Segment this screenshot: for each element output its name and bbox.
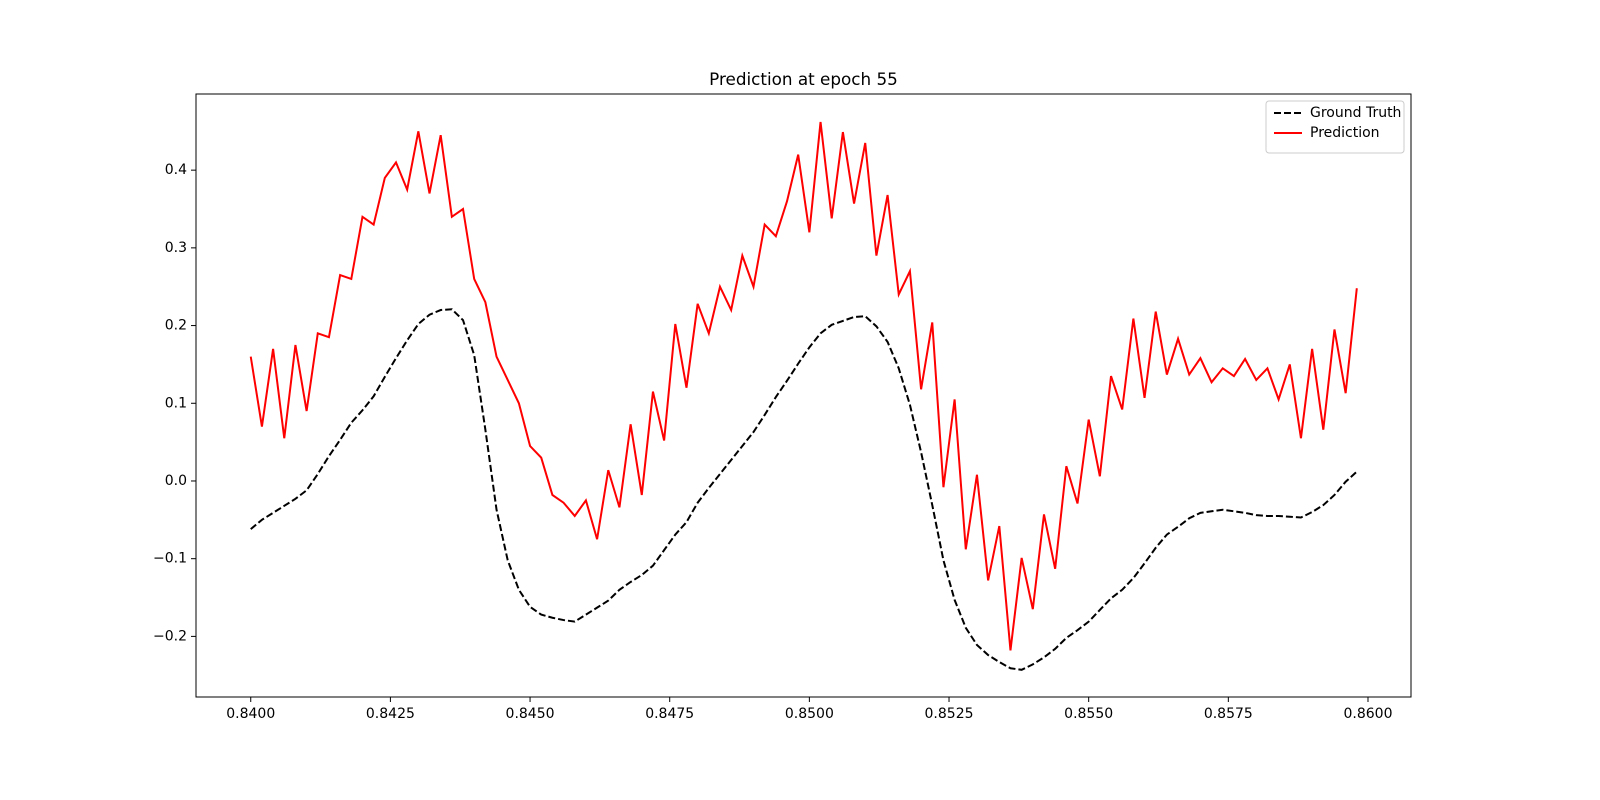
y-tick-label: 0.4 — [165, 162, 187, 178]
y-tick-label: −0.1 — [153, 551, 187, 567]
plot-frame — [195, 93, 1412, 698]
legend-label: Prediction — [1310, 125, 1380, 141]
y-tick-label: 0.2 — [165, 318, 187, 334]
y-tick-label: −0.2 — [153, 628, 187, 644]
x-tick-label: 0.8575 — [1204, 706, 1253, 722]
chart-title: Prediction at epoch 55 — [709, 69, 898, 89]
y-tick-label: 0.3 — [165, 240, 187, 256]
y-tick-label: 0.1 — [165, 395, 187, 411]
line-series — [249, 121, 1358, 651]
x-tick-label: 0.8475 — [645, 706, 694, 722]
legend-label: Ground Truth — [1310, 105, 1401, 121]
x-tick-label: 0.8525 — [925, 706, 974, 722]
x-tick-label: 0.8400 — [226, 706, 275, 722]
x-tick-label: 0.8550 — [1064, 706, 1113, 722]
line-series — [250, 308, 1358, 671]
legend: Ground Truth Prediction — [1265, 100, 1405, 154]
x-tick-label: 0.8500 — [785, 706, 834, 722]
x-tick-label: 0.8600 — [1343, 706, 1392, 722]
x-tick-label: 0.8450 — [506, 706, 555, 722]
x-tick-label: 0.8425 — [366, 706, 415, 722]
y-tick-label: 0.0 — [165, 473, 187, 489]
